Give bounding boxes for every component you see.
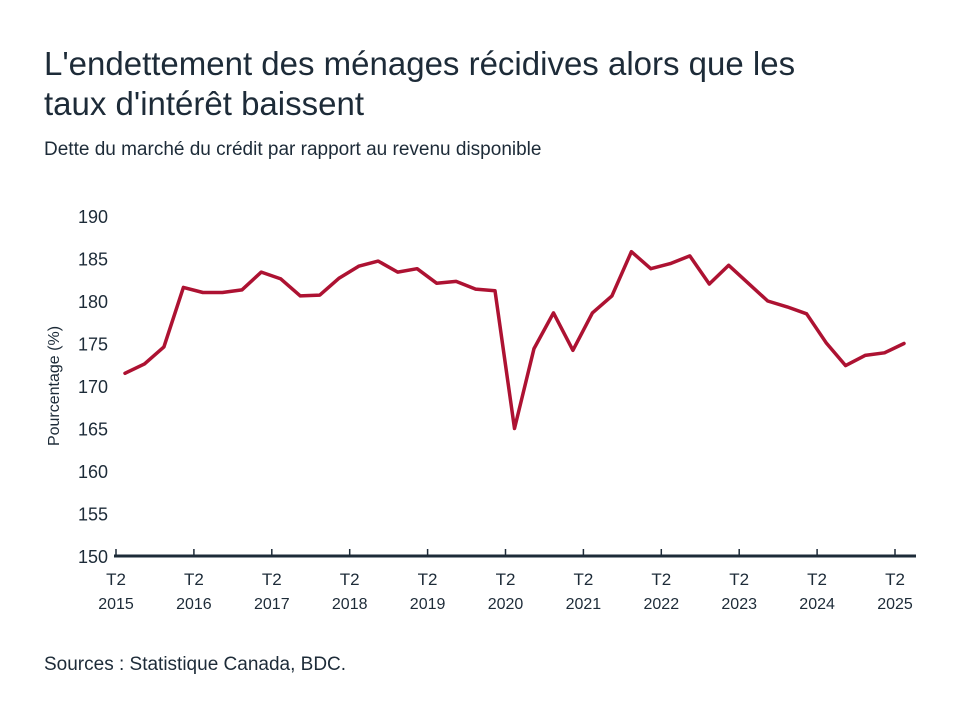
data-point — [162, 345, 166, 349]
data-point — [590, 311, 594, 315]
data-point — [454, 279, 458, 283]
x-tick-year: 2022 — [644, 596, 680, 613]
x-tick-year: 2015 — [98, 596, 134, 613]
y-tick-label: 175 — [78, 335, 108, 355]
data-point — [376, 259, 380, 263]
data-point — [551, 311, 555, 315]
data-point — [629, 250, 633, 254]
x-tick-quarter: T2 — [106, 570, 126, 589]
data-point — [142, 362, 146, 366]
x-tick-quarter: T2 — [651, 570, 671, 589]
data-point — [727, 263, 731, 267]
x-tick-year: 2016 — [176, 596, 212, 613]
data-point — [707, 282, 711, 286]
y-tick-label: 170 — [78, 377, 108, 397]
data-point — [746, 281, 750, 285]
data-point — [668, 262, 672, 266]
data-point — [337, 276, 341, 280]
data-point — [493, 289, 497, 293]
x-tick-year: 2020 — [488, 596, 524, 613]
data-point — [298, 294, 302, 298]
x-tick-quarter: T2 — [418, 570, 438, 589]
x-tick-quarter: T2 — [885, 570, 905, 589]
x-tick-year: 2019 — [410, 596, 446, 613]
data-point — [649, 267, 653, 271]
x-tick-quarter: T2 — [729, 570, 749, 589]
data-point — [824, 341, 828, 345]
y-axis-label: Pourcentage (%) — [46, 326, 63, 446]
data-point — [259, 270, 263, 274]
data-point — [532, 347, 536, 351]
data-point — [474, 287, 478, 291]
data-point — [181, 285, 185, 289]
x-tick-year: 2023 — [721, 596, 757, 613]
data-point — [513, 427, 516, 430]
x-tick-quarter: T2 — [573, 570, 593, 589]
x-tick-year: 2021 — [566, 596, 602, 613]
y-tick-label: 165 — [78, 420, 108, 440]
data-point — [766, 299, 770, 303]
x-tick-quarter: T2 — [184, 570, 204, 589]
y-tick-label: 180 — [78, 292, 108, 312]
data-point — [883, 351, 887, 355]
x-tick-year: 2024 — [799, 596, 835, 613]
data-point — [396, 270, 400, 274]
data-point — [279, 277, 283, 281]
y-tick-label: 160 — [78, 462, 108, 482]
data-point — [415, 267, 419, 271]
data-point — [844, 364, 848, 368]
y-tick-label: 185 — [78, 250, 108, 270]
y-tick-label: 150 — [78, 547, 108, 567]
data-point — [435, 281, 439, 285]
data-point — [220, 291, 224, 294]
data-point — [805, 312, 809, 316]
series-line — [123, 249, 906, 431]
x-tick-year: 2018 — [332, 596, 368, 613]
data-point — [863, 353, 867, 357]
x-tick-quarter: T2 — [262, 570, 282, 589]
data-point — [688, 254, 692, 258]
x-tick-quarter: T2 — [807, 570, 827, 589]
data-point — [318, 293, 322, 297]
data-point — [902, 342, 906, 345]
y-tick-label: 155 — [78, 505, 108, 525]
chart-subtitle: Dette du marché du crédit par rapport au… — [44, 139, 542, 160]
chart-title: L'endettement des ménages récidives alor… — [44, 45, 796, 122]
x-tick-year: 2025 — [877, 596, 913, 613]
data-point — [201, 291, 205, 294]
x-tick-quarter: T2 — [496, 570, 516, 589]
data-point — [571, 348, 575, 352]
data-point — [240, 288, 244, 292]
data-point — [610, 294, 614, 298]
data-point — [357, 264, 361, 268]
source-note: Sources : Statistique Canada, BDC. — [44, 654, 347, 675]
x-tick-quarter: T2 — [340, 570, 360, 589]
data-point — [123, 371, 127, 375]
data-point — [785, 305, 789, 309]
y-tick-label: 190 — [78, 207, 108, 227]
x-tick-year: 2017 — [254, 596, 290, 613]
